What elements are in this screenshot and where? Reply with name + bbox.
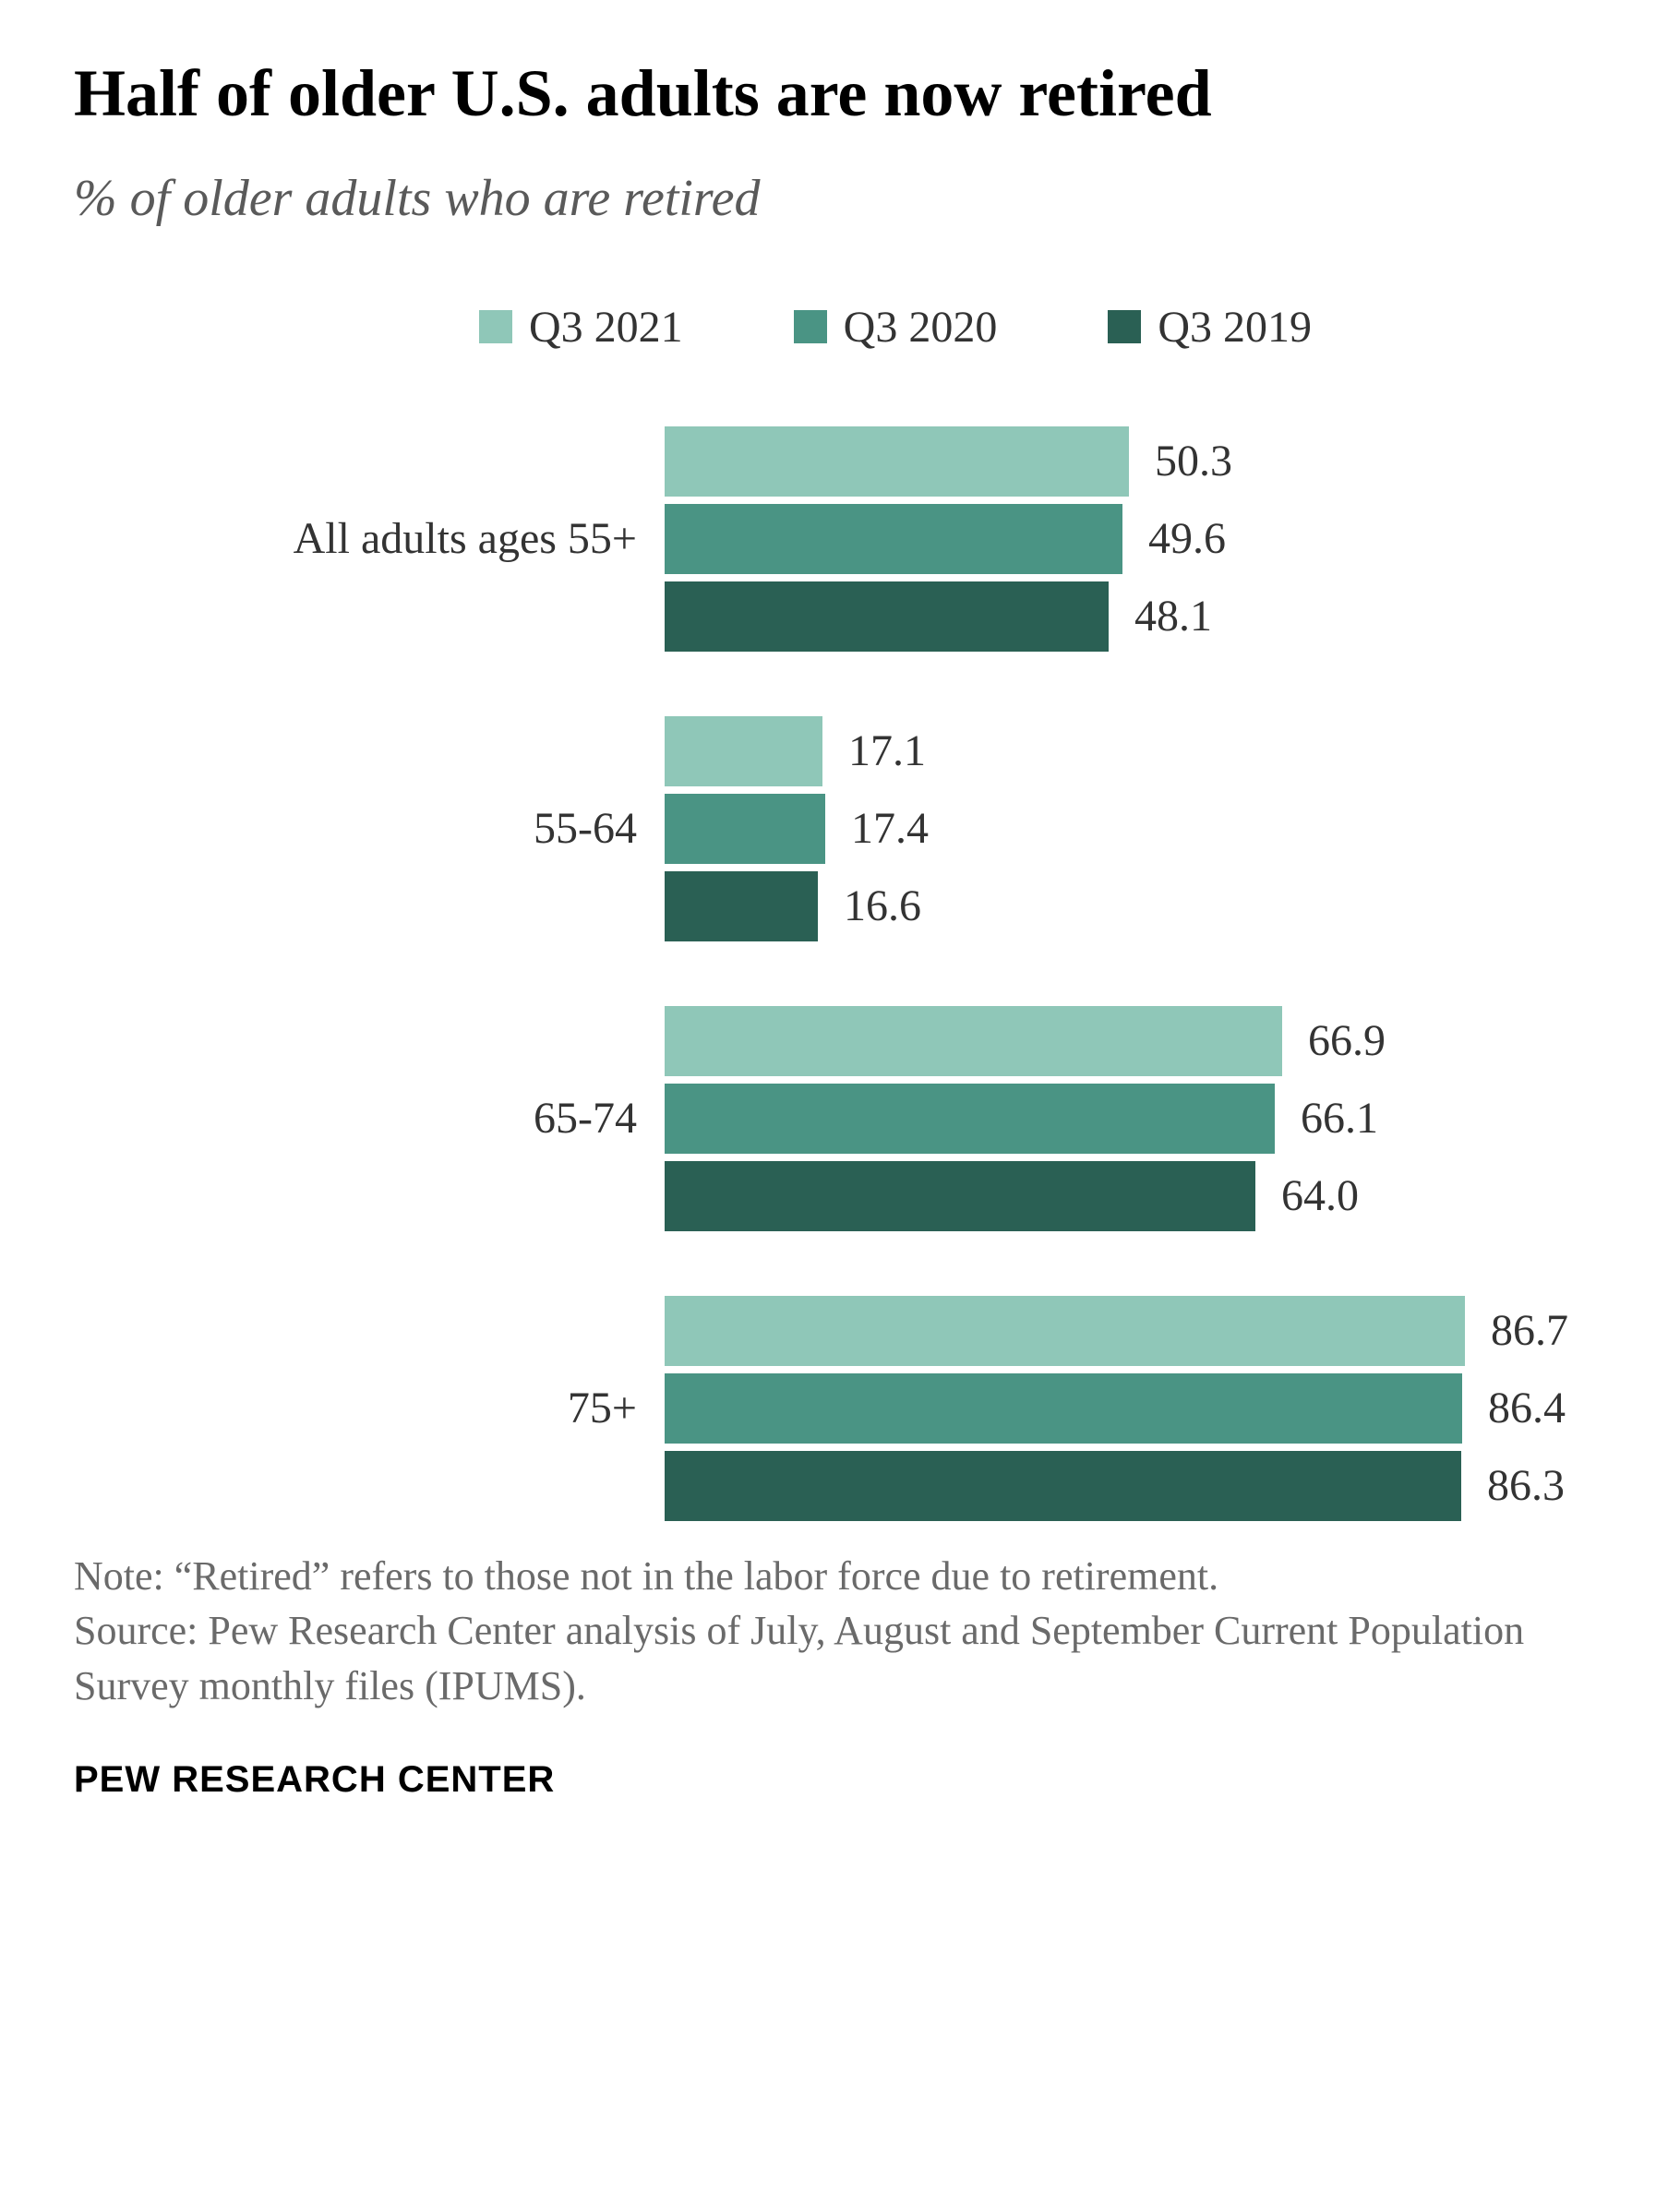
- bar: [665, 581, 1109, 652]
- legend-swatch: [479, 310, 512, 343]
- bar-value: 66.1: [1301, 1093, 1378, 1144]
- bars-container: 86.7 86.4 86.3: [665, 1296, 1606, 1521]
- bar-row: 48.1: [665, 581, 1606, 652]
- bar-group: All adults ages 55+ 50.3 49.6 48.1: [74, 426, 1606, 652]
- bar: [665, 1006, 1282, 1076]
- bar-row: 16.6: [665, 871, 1606, 941]
- legend-label: Q3 2019: [1158, 302, 1312, 353]
- bar-value: 50.3: [1155, 436, 1232, 486]
- chart-notes: Note: “Retired” refers to those not in t…: [74, 1549, 1606, 1713]
- bar-row: 49.6: [665, 504, 1606, 574]
- bar-value: 66.9: [1308, 1015, 1386, 1066]
- chart-legend: Q3 2021 Q3 2020 Q3 2019: [74, 302, 1606, 353]
- bar-row: 86.3: [665, 1451, 1606, 1521]
- bar-value: 86.7: [1491, 1305, 1568, 1356]
- bars-container: 66.9 66.1 64.0: [665, 1006, 1606, 1231]
- bar: [665, 504, 1122, 574]
- bar-row: 17.4: [665, 794, 1606, 864]
- bar: [665, 1373, 1462, 1444]
- source-line: Source: Pew Research Center analysis of …: [74, 1603, 1606, 1713]
- bar: [665, 1161, 1255, 1231]
- bar: [665, 871, 818, 941]
- chart-title: Half of older U.S. adults are now retire…: [74, 55, 1606, 132]
- legend-item: Q3 2019: [1108, 302, 1312, 353]
- bar-value: 49.6: [1148, 513, 1226, 564]
- bar-row: 86.4: [665, 1373, 1606, 1444]
- bar-row: 86.7: [665, 1296, 1606, 1366]
- bar-value: 16.6: [844, 881, 921, 931]
- bar-group: 65-74 66.9 66.1 64.0: [74, 1006, 1606, 1231]
- bar: [665, 716, 822, 786]
- bars-container: 17.1 17.4 16.6: [665, 716, 1606, 941]
- bar-value: 48.1: [1134, 591, 1212, 641]
- chart-subtitle: % of older adults who are retired: [74, 169, 1606, 228]
- bar-row: 64.0: [665, 1161, 1606, 1231]
- legend-swatch: [794, 310, 827, 343]
- bar-row: 50.3: [665, 426, 1606, 497]
- legend-label: Q3 2021: [529, 302, 683, 353]
- bar-group: 55-64 17.1 17.4 16.6: [74, 716, 1606, 941]
- bar-row: 17.1: [665, 716, 1606, 786]
- bar-value: 17.4: [851, 803, 929, 854]
- group-label: 65-74: [74, 1093, 665, 1144]
- note-line: Note: “Retired” refers to those not in t…: [74, 1549, 1606, 1603]
- attribution: PEW RESEARCH CENTER: [74, 1759, 1606, 1801]
- bars-container: 50.3 49.6 48.1: [665, 426, 1606, 652]
- bar-value: 86.4: [1488, 1383, 1566, 1433]
- bar-group: 75+ 86.7 86.4 86.3: [74, 1296, 1606, 1521]
- bar-value: 86.3: [1487, 1460, 1565, 1511]
- bar: [665, 1084, 1275, 1154]
- legend-label: Q3 2020: [844, 302, 998, 353]
- bar-row: 66.1: [665, 1084, 1606, 1154]
- bar: [665, 794, 825, 864]
- legend-swatch: [1108, 310, 1141, 343]
- bar-value: 17.1: [848, 725, 926, 776]
- bar-value: 64.0: [1281, 1170, 1359, 1221]
- group-label: 75+: [74, 1383, 665, 1433]
- group-label: All adults ages 55+: [74, 513, 665, 564]
- bar: [665, 1296, 1465, 1366]
- legend-item: Q3 2021: [479, 302, 683, 353]
- bar-chart: All adults ages 55+50.349.648.155-6417.1…: [74, 426, 1606, 1521]
- bar-row: 66.9: [665, 1006, 1606, 1076]
- bar: [665, 1451, 1461, 1521]
- bar: [665, 426, 1129, 497]
- group-label: 55-64: [74, 803, 665, 854]
- legend-item: Q3 2020: [794, 302, 998, 353]
